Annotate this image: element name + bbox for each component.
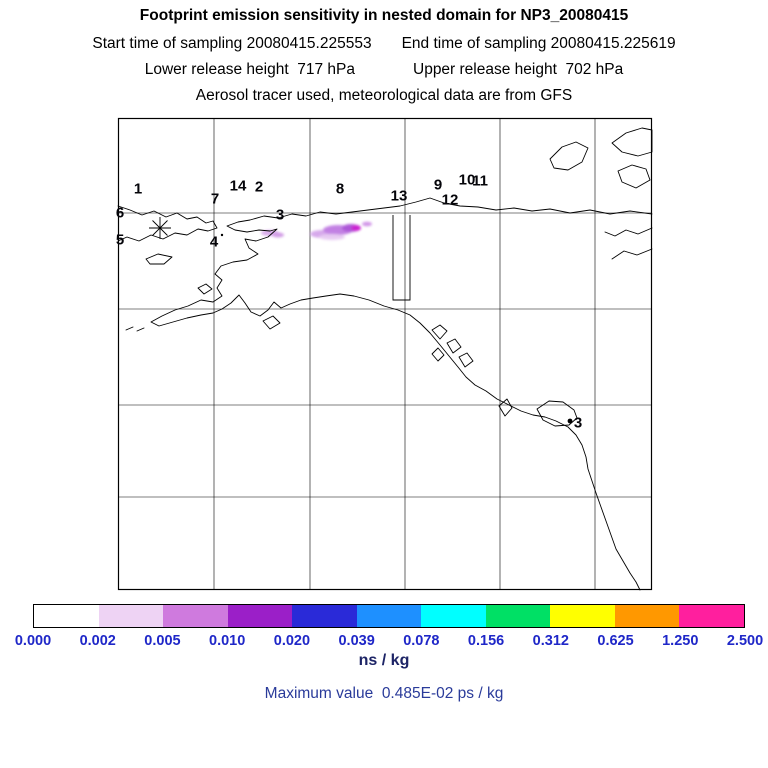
sampling-times-line: Start time of sampling 20080415.225553 E… (0, 35, 768, 53)
station-label: 8 (335, 180, 345, 198)
station-labels: 1 7 14 2 3 4 6 5 8 13 9 12 10 11 3 (115, 118, 652, 590)
map-panel: 1 7 14 2 3 4 6 5 8 13 9 12 10 11 3 (115, 117, 653, 591)
colorbar-segment (98, 605, 164, 627)
colorbar-tick-label: 0.312 (532, 633, 569, 649)
figure-title: Footprint emission sensitivity in nested… (139, 7, 629, 24)
station-label: 9 (433, 176, 443, 194)
colorbar-tick-label: 0.002 (79, 633, 116, 649)
graticule (118, 118, 652, 590)
coastline (117, 127, 653, 591)
colorbar-tick-label: 0.078 (403, 633, 440, 649)
tracer-text: Aerosol tracer used, meteorological data… (195, 87, 573, 104)
end-time-text: End time of sampling 20080415.225619 (401, 35, 676, 52)
station-label: 13 (390, 187, 408, 205)
colorbar-segment (485, 605, 551, 627)
colorbar-tick-label: 0.010 (209, 633, 246, 649)
colorbar-tick-label: 1.250 (662, 633, 699, 649)
map-svg (117, 117, 653, 591)
colorbar-ticks: 0.000 0.002 0.005 0.010 0.020 0.039 0.078 0.156… (15, 633, 763, 650)
colorbar-segment (356, 605, 422, 627)
colorbar-segment (34, 605, 99, 627)
colorbar-segment (679, 605, 745, 627)
colorbar-tick-label: 0.005 (144, 633, 181, 649)
tracer-info-line: Aerosol tracer used, meteorological data… (0, 87, 768, 105)
station-label: 12 (441, 191, 459, 209)
colorbar-tick-label: 0.020 (273, 633, 311, 649)
colorbar (33, 604, 745, 628)
emission-plume (261, 221, 372, 240)
station-label: 4 (209, 233, 219, 251)
station-label: 14 (229, 177, 247, 195)
colorbar-segment (614, 605, 680, 627)
colorbar-segment (292, 605, 357, 627)
map-border (117, 117, 653, 591)
colorbar-segment (550, 605, 615, 627)
colorbar-tick-label: 0.625 (597, 633, 634, 649)
station-label: 3 (275, 206, 285, 224)
colorbar-segment (163, 605, 228, 627)
colorbar-tick-label: 0.000 (14, 633, 52, 649)
release-location-marker (149, 217, 171, 239)
max-value-text: Maximum value 0.485E-02 ps / kg (264, 685, 504, 702)
lower-release-text: Lower release height 717 hPa (144, 61, 355, 78)
upper-release-text: Upper release height 702 hPa (413, 61, 624, 78)
colorbar-tick-label: 0.156 (467, 633, 505, 649)
units-label: ns / kg (358, 652, 410, 669)
station-label: 1 (133, 180, 143, 198)
station-label: 6 (115, 204, 125, 222)
station-label: 11 (472, 172, 488, 190)
station-label: 3 (573, 414, 583, 432)
station-label: 5 (115, 231, 125, 249)
station-label: 10 (458, 171, 476, 189)
coastal-station-dot (567, 418, 573, 424)
station-label: 2 (254, 178, 264, 196)
colorbar-segment (227, 605, 293, 627)
release-heights-line: Lower release height 717 hPa Upper relea… (0, 61, 768, 79)
start-time-text: Start time of sampling 20080415.225553 (92, 35, 372, 52)
station-label: 7 (210, 190, 220, 208)
colorbar-tick-label: 0.039 (338, 633, 375, 649)
nested-domain-outline (392, 215, 411, 301)
colorbar-tick-label: 2.500 (726, 633, 764, 649)
colorbar-segment (421, 605, 486, 627)
